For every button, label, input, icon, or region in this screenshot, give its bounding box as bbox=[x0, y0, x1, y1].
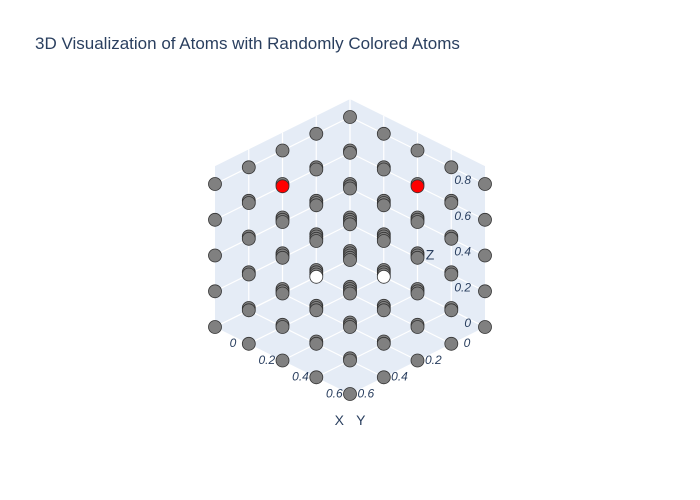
atom-point bbox=[343, 286, 357, 301]
x-tick-label: 0 bbox=[230, 336, 237, 350]
atom-point bbox=[444, 267, 459, 282]
x-tick-label: 0.2 bbox=[258, 353, 275, 367]
atom-point bbox=[208, 212, 222, 227]
atom-point bbox=[478, 320, 492, 334]
z-tick-label: 0.2 bbox=[454, 280, 471, 294]
atom-point bbox=[275, 250, 290, 265]
atom-point bbox=[309, 370, 324, 385]
atom-point bbox=[410, 179, 425, 194]
atom-point bbox=[410, 320, 425, 334]
atom-point bbox=[410, 353, 425, 368]
atom-point bbox=[478, 284, 492, 299]
atom-point bbox=[478, 248, 492, 263]
y-tick-label: 0 bbox=[464, 336, 471, 350]
z-tick-label: 0.8 bbox=[454, 173, 471, 187]
atom-point bbox=[376, 126, 391, 141]
atom-point bbox=[478, 177, 492, 191]
atom-point bbox=[376, 198, 391, 213]
atom-point bbox=[241, 303, 256, 318]
atom-point bbox=[444, 336, 459, 351]
atom-point bbox=[343, 181, 357, 196]
atom-point bbox=[410, 143, 425, 158]
atom-point bbox=[309, 303, 324, 318]
atom-point bbox=[376, 336, 391, 351]
atom-point bbox=[241, 196, 256, 210]
y-axis-title: Y bbox=[356, 412, 366, 428]
atom-point bbox=[343, 320, 357, 334]
x-tick-label: 0.6 bbox=[326, 386, 343, 400]
atom-point bbox=[410, 250, 425, 265]
atom-point bbox=[343, 110, 357, 124]
atom-point bbox=[208, 177, 222, 191]
atom-point bbox=[275, 143, 290, 158]
atom-point bbox=[275, 179, 290, 194]
y-tick-label: 0.6 bbox=[357, 386, 374, 400]
atom-point bbox=[444, 160, 459, 175]
atom-point bbox=[241, 231, 256, 246]
atom-point bbox=[309, 336, 324, 351]
atom-point bbox=[376, 370, 391, 385]
atom-point bbox=[208, 320, 222, 334]
atom-point bbox=[275, 215, 290, 229]
x-axis-title: X bbox=[335, 412, 345, 428]
atom-point bbox=[275, 320, 290, 334]
atom-point bbox=[208, 248, 222, 263]
atom-point bbox=[376, 162, 391, 177]
atom-point bbox=[343, 253, 357, 267]
atom-point bbox=[376, 269, 391, 284]
atom-point bbox=[444, 196, 459, 210]
atom-point bbox=[275, 286, 290, 301]
z-tick-label: 0.6 bbox=[454, 209, 471, 223]
atom-point bbox=[309, 269, 324, 284]
atom-point bbox=[343, 217, 357, 232]
z-tick-label: 0 bbox=[464, 316, 471, 330]
atom-point bbox=[241, 336, 256, 351]
y-tick-label: 0.4 bbox=[391, 370, 408, 384]
atom-point bbox=[208, 284, 222, 299]
atom-point bbox=[343, 353, 357, 368]
atom-point bbox=[444, 303, 459, 318]
atom-point bbox=[376, 234, 391, 248]
atom-point bbox=[275, 353, 290, 368]
atom-point bbox=[309, 126, 324, 141]
atom-point bbox=[309, 162, 324, 177]
chart-title: 3D Visualization of Atoms with Randomly … bbox=[35, 34, 460, 53]
atom-point bbox=[343, 387, 357, 401]
axis-titles: X Y Z bbox=[335, 247, 435, 428]
atom-point bbox=[241, 160, 256, 175]
tick-labels: 0 0.2 0.4 0.6 0 0.2 0.4 0.6 0 0.2 0.4 0.6 0.8 bbox=[230, 173, 472, 400]
atom-point bbox=[376, 303, 391, 318]
atom-point bbox=[309, 198, 324, 213]
atom-point bbox=[410, 215, 425, 229]
atom-point bbox=[410, 286, 425, 301]
z-axis-title: Z bbox=[426, 247, 435, 263]
x-tick-label: 0.4 bbox=[292, 370, 309, 384]
atom-point bbox=[309, 234, 324, 248]
atom-point bbox=[478, 212, 492, 227]
z-tick-label: 0.4 bbox=[454, 245, 471, 259]
atoms bbox=[208, 110, 492, 401]
atom-point bbox=[444, 231, 459, 246]
atom-point bbox=[343, 145, 357, 160]
y-tick-label: 0.2 bbox=[425, 353, 442, 367]
atom-point bbox=[241, 267, 256, 282]
